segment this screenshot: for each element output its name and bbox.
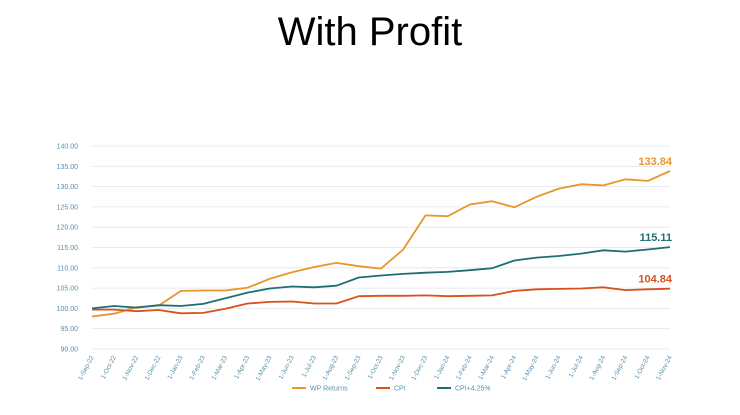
x-tick-label: 1-Oct-23 [367,354,385,380]
x-tick-label: 1-Jan-24 [433,354,451,380]
legend-label: CPI [394,386,406,393]
x-tick-label: 1-Dec-23 [410,354,429,381]
x-tick-label: 1-Mar-23 [211,354,230,381]
x-tick-label: 1-Jul-23 [301,354,318,378]
end-labels: 133.84 104.84 115.11 [638,156,673,286]
legend-label: CPI+4.25% [455,386,491,393]
y-tick-label: 110.00 [57,265,78,272]
y-tick-label: 140.00 [57,144,79,151]
x-tick-label: 1-May-24 [521,354,540,382]
x-tick-label: 1-Jul-24 [568,354,585,378]
x-tick-label: 1-Sep-24 [611,354,630,381]
gridlines [92,145,670,350]
x-tick-label: 1-Aug-23 [322,354,341,381]
y-tick-label: 125.00 [57,204,79,211]
y-tick-label: 100.00 [57,306,79,313]
x-tick-label: 1-Aug-24 [588,354,607,381]
y-tick-label: 115.00 [57,245,78,252]
y-tick-label: 130.00 [57,184,79,191]
x-tick-label: 1-Sep-22 [77,354,96,381]
x-tick-label: 1-Apr-24 [500,354,518,380]
x-tick-label: 1-Nov-24 [655,354,674,381]
legend: WP Returns CPI CPI+4.25% [292,386,491,393]
x-tick-label: 1-Oct-22 [100,354,118,380]
series-lines [91,170,671,318]
x-tick-label: 1-Jun-23 [278,354,296,380]
x-tick-label: 1-Oct-24 [633,354,651,380]
y-tick-label: 135.00 [57,164,79,171]
x-tick-label: 1-Sep-23 [344,354,363,381]
series-line-1 [92,286,671,315]
x-tick-label: 1-Mar-24 [477,354,496,381]
end-value-label: 115.11 [640,232,672,244]
end-value-label: 104.84 [638,274,673,286]
legend-label: WP Returns [310,386,348,393]
end-value-label: 133.84 [638,156,673,168]
x-tick-label: 1-Dec-22 [144,354,163,381]
x-tick-label: 1-May-23 [255,354,274,382]
x-tick-label: 1-Apr-23 [233,354,251,380]
x-tick-label: 1-Jan-23 [166,354,184,380]
x-tick-label: 1-Nov-23 [388,354,407,381]
x-tick-label: 1-Nov-22 [121,354,140,381]
y-axis-ticks: 90.00 95.00 100.00 105.00 110.00 115.00 120.00… [57,144,79,354]
x-axis-ticks: 1-Sep-22 1-Oct-22 1-Nov-22 1-Dec-22 1-Jan-23… [77,354,674,382]
y-tick-label: 105.00 [57,286,79,293]
y-tick-label: 95.00 [60,326,78,333]
y-tick-label: 120.00 [57,225,79,232]
x-tick-label: 1-Jun-24 [544,354,562,380]
series-line-2 [91,246,671,310]
x-tick-label: 1-Feb-24 [455,354,474,381]
series-line-0 [91,170,671,318]
y-tick-label: 90.00 [60,347,78,354]
slide-title: With Profit [277,10,463,54]
x-tick-label: 1-Feb-23 [188,354,207,381]
